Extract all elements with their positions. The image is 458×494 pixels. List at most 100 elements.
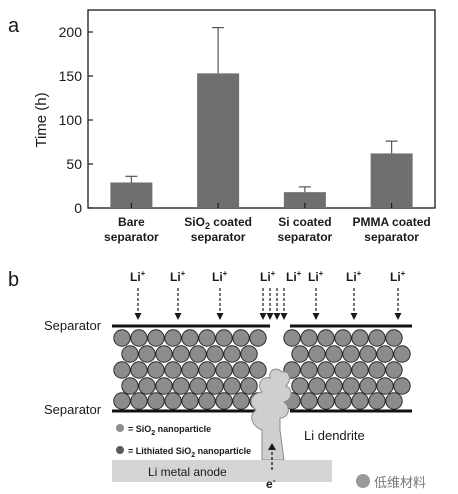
sio2-particle xyxy=(317,392,335,410)
li-ion-label: Li+ xyxy=(286,269,302,284)
sio2-particle xyxy=(130,392,148,410)
sio2-particle xyxy=(147,392,165,410)
sio2-particle xyxy=(172,345,190,363)
sio2-particle xyxy=(351,361,369,379)
anode-label: Li metal anode xyxy=(148,465,227,479)
sio2-particle xyxy=(300,329,318,347)
sio2-particle xyxy=(130,361,148,379)
sio2-particle xyxy=(181,329,199,347)
sio2-particle xyxy=(359,345,377,363)
sio2-particle xyxy=(368,392,386,410)
electron-label: e- xyxy=(266,476,276,491)
li-anode xyxy=(112,460,332,482)
sio2-particle xyxy=(325,345,343,363)
li-ion-arrowhead xyxy=(266,313,274,320)
x-tick-label: separator xyxy=(191,230,246,244)
sio2-particle xyxy=(300,392,318,410)
sio2-particle xyxy=(368,329,386,347)
x-tick-label: separator xyxy=(104,230,159,244)
sio2-particle xyxy=(351,329,369,347)
sio2-particle xyxy=(249,361,267,379)
sio2-particle xyxy=(206,377,224,395)
sio2-particle xyxy=(291,345,309,363)
sio2-particle xyxy=(393,377,411,395)
sio2-particle xyxy=(342,345,360,363)
sio2-particle xyxy=(130,329,148,347)
sio2-particle xyxy=(376,345,394,363)
sio2-particle xyxy=(113,392,131,410)
sio2-particle xyxy=(181,392,199,410)
sio2-particle xyxy=(181,361,199,379)
sio2-particle xyxy=(385,361,403,379)
x-tick-label: SiO2 coated xyxy=(184,215,252,231)
sio2-particle xyxy=(385,392,403,410)
sio2-particle xyxy=(189,377,207,395)
watermark-logo-icon xyxy=(356,474,370,488)
legend-lithiated-text: = Lithiated SiO2 nanoparticle xyxy=(128,446,251,459)
sio2-particle xyxy=(291,377,309,395)
electron-arrowhead xyxy=(268,443,276,450)
legend-sio2-text: = SiO2 nanoparticle xyxy=(128,424,211,437)
li-ion-label: Li+ xyxy=(212,269,228,284)
li-ion-arrowhead xyxy=(174,313,182,320)
sio2-particle xyxy=(138,377,156,395)
li-ion-label: Li+ xyxy=(346,269,362,284)
sio2-particle xyxy=(232,392,250,410)
li-ion-label: Li+ xyxy=(260,269,276,284)
li-ion-arrowhead xyxy=(312,313,320,320)
sio2-particle xyxy=(215,361,233,379)
sio2-particle xyxy=(215,392,233,410)
sio2-particle xyxy=(198,329,216,347)
sio2-particle xyxy=(232,361,250,379)
separator-top-label: Separator xyxy=(44,318,102,333)
sio2-particle xyxy=(368,361,386,379)
sio2-particle xyxy=(308,377,326,395)
plot-frame xyxy=(87,9,436,209)
sio2-particle xyxy=(249,329,267,347)
panel-b-label: b xyxy=(8,269,19,291)
dendrite-schematic: Li+ Li+ Li+ Li+ Li+ Li+ Li+ Li+ xyxy=(112,269,412,461)
li-ion-label: Li+ xyxy=(170,269,186,284)
sio2-particle xyxy=(308,345,326,363)
y-tick-label: 0 xyxy=(74,200,82,216)
sio2-particle xyxy=(240,377,258,395)
li-ion-label: Li+ xyxy=(308,269,324,284)
sio2-particle xyxy=(198,361,216,379)
y-tick-label: 100 xyxy=(59,112,83,128)
sio2-particle xyxy=(138,345,156,363)
sio2-particle xyxy=(232,329,250,347)
dendrite-label: Li dendrite xyxy=(304,428,365,443)
sio2-particle xyxy=(342,377,360,395)
sio2-particle xyxy=(300,361,318,379)
x-tick-label: PMMA coated xyxy=(353,215,431,229)
li-ion-arrowhead xyxy=(280,313,288,320)
li-ion-arrowhead xyxy=(134,313,142,320)
sio2-particle xyxy=(121,345,139,363)
x-tick-label: separator xyxy=(278,230,333,244)
y-tick-label: 150 xyxy=(59,68,83,84)
sio2-particle xyxy=(164,392,182,410)
x-tick-label: Bare xyxy=(118,215,145,229)
watermark: 低维材料 xyxy=(356,470,458,492)
li-ion-label: Li+ xyxy=(390,269,406,284)
x-tick-label: Si coated xyxy=(278,215,331,229)
sio2-particle xyxy=(147,361,165,379)
sio2-particle xyxy=(206,345,224,363)
li-ion-arrowhead xyxy=(273,313,281,320)
watermark-text: 低维材料 xyxy=(374,475,427,491)
sio2-particle xyxy=(334,392,352,410)
x-tick-label: separator xyxy=(364,230,419,244)
li-ion-label: Li+ xyxy=(130,269,146,284)
sio2-particle xyxy=(215,329,233,347)
li-ion-arrowhead xyxy=(259,313,267,320)
sio2-particle xyxy=(240,345,258,363)
sio2-particle xyxy=(334,329,352,347)
sio2-particle xyxy=(113,361,131,379)
sio2-particle xyxy=(223,345,241,363)
y-tick-label: 50 xyxy=(66,156,82,172)
legend-sio2-swatch xyxy=(116,424,124,432)
li-ion-arrowhead xyxy=(394,313,402,320)
sio2-particle xyxy=(147,329,165,347)
sio2-particle xyxy=(189,345,207,363)
